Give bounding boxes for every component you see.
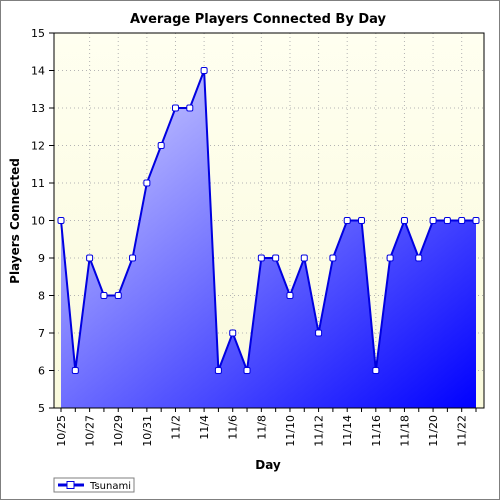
- data-point: [358, 217, 366, 224]
- x-tick-label: 11/12: [313, 415, 326, 447]
- data-point: [229, 329, 237, 337]
- y-axis-title: Players Connected: [8, 158, 22, 284]
- data-point: [315, 329, 323, 337]
- data-point: [458, 217, 466, 224]
- y-tick-label: 8: [38, 290, 45, 303]
- data-point: [400, 217, 408, 224]
- x-tick-label: 11/18: [398, 415, 411, 447]
- data-point: [472, 217, 480, 224]
- data-point: [143, 179, 151, 187]
- x-tick-label: 11/6: [227, 415, 240, 440]
- series-area-tsunami: [61, 70, 476, 408]
- data-point: [300, 254, 308, 262]
- data-point: [386, 254, 394, 262]
- data-point: [100, 292, 108, 299]
- data-point: [157, 142, 165, 149]
- data-point: [186, 104, 194, 112]
- legend: Tsunami: [53, 477, 135, 493]
- x-tick-label: 10/25: [55, 415, 68, 447]
- y-tick-label: 13: [31, 102, 45, 115]
- data-point: [286, 292, 294, 299]
- data-point: [243, 367, 251, 374]
- x-axis-ticks: 10/25 10/27 10/29 10/31 11/2 11/4 11/6 11/8 11/1…: [55, 408, 477, 447]
- data-point: [86, 254, 94, 262]
- data-point: [329, 254, 337, 262]
- x-tick-label: 11/16: [370, 415, 383, 447]
- x-tick-label: 11/20: [427, 415, 440, 447]
- data-point: [257, 254, 265, 262]
- x-tick-label: 11/14: [341, 415, 354, 447]
- x-tick-label: 10/27: [84, 415, 97, 447]
- chart-title: Average Players Connected By Day: [130, 12, 386, 27]
- data-point: [114, 292, 122, 299]
- y-tick-label: 15: [31, 27, 45, 40]
- x-axis-title: Day: [255, 458, 281, 472]
- data-point: [343, 217, 351, 224]
- y-tick-label: 5: [38, 402, 45, 415]
- data-point: [214, 367, 222, 374]
- x-tick-label: 11/22: [456, 415, 469, 447]
- data-point: [57, 217, 65, 224]
- x-tick-label: 10/31: [141, 415, 154, 447]
- data-point: [372, 367, 380, 374]
- data-point: [171, 104, 179, 112]
- data-point: [429, 217, 437, 224]
- y-tick-label: 12: [31, 140, 45, 153]
- legend-swatch-marker: [66, 481, 75, 489]
- y-tick-label: 14: [31, 65, 45, 78]
- y-axis-ticks: 5 6 7 8 9 10 11 12 13 14 15: [31, 27, 54, 415]
- y-tick-label: 7: [38, 327, 45, 340]
- data-point: [415, 254, 423, 262]
- data-point: [200, 67, 208, 74]
- data-point: [71, 367, 79, 374]
- y-tick-label: 6: [38, 365, 45, 378]
- x-tick-label: 11/8: [255, 415, 268, 440]
- y-tick-label: 10: [31, 215, 45, 228]
- series-points: [57, 67, 480, 374]
- x-tick-label: 11/4: [198, 415, 211, 440]
- y-tick-label: 11: [31, 177, 45, 190]
- x-tick-label: 10/29: [112, 415, 125, 447]
- data-point: [272, 254, 280, 262]
- x-tick-label: 11/10: [284, 415, 297, 447]
- series-line-tsunami: [60, 70, 476, 371]
- x-tick-label: 11/2: [169, 415, 182, 440]
- data-point: [129, 254, 137, 262]
- data-point: [443, 217, 451, 224]
- y-tick-label: 9: [38, 252, 45, 265]
- legend-label-tsunami: Tsunami: [89, 481, 131, 492]
